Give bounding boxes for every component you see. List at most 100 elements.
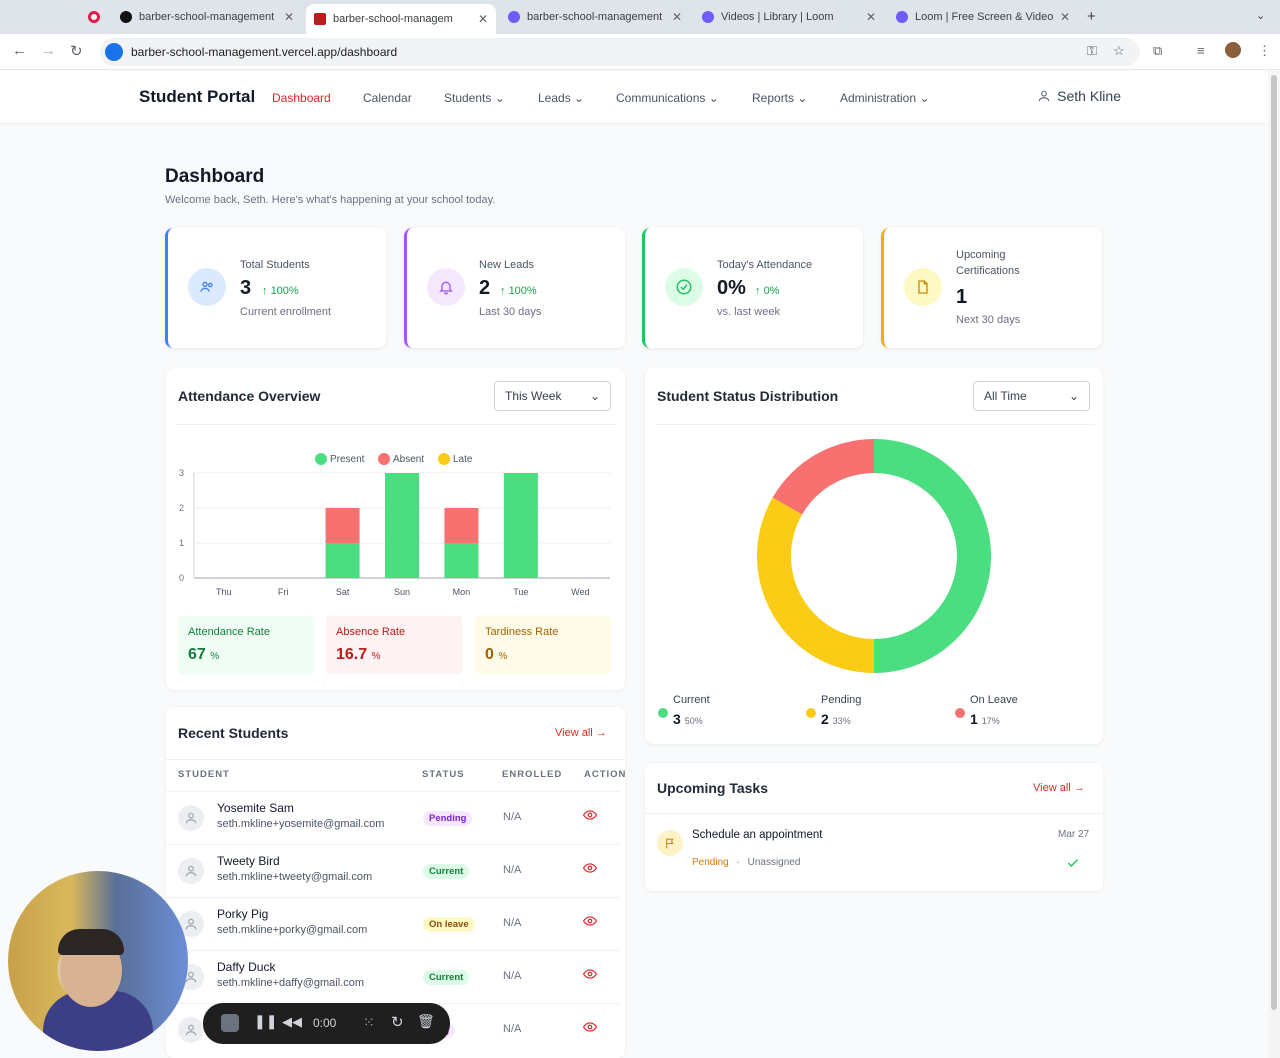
rewind-icon[interactable]: ◀◀	[282, 1014, 302, 1029]
complete-check-icon[interactable]	[1066, 856, 1080, 870]
status-distribution-title: Student Status Distribution	[657, 388, 839, 404]
arrow-up-icon: ↑	[262, 285, 268, 297]
close-icon[interactable]: ✕	[865, 10, 876, 24]
status-range-select[interactable]: All Time ⌄	[973, 381, 1090, 411]
tab-search-icon[interactable]: ⌄	[1256, 10, 1266, 22]
eye-icon[interactable]	[583, 808, 597, 822]
nav-calendar[interactable]: Calendar	[363, 91, 412, 105]
eye-icon[interactable]	[583, 967, 597, 981]
extensions-icon[interactable]: ⧉	[1153, 43, 1163, 58]
status-legend-pending: Pending 2 33%	[806, 694, 861, 727]
col-student: STUDENT	[178, 769, 230, 780]
tab-5[interactable]: Loom | Free Screen & Video R ✕	[888, 4, 1078, 30]
flag-icon	[657, 830, 683, 856]
webcam-bubble[interactable]	[8, 871, 188, 1051]
app-header: Student Portal Dashboard Calendar Studen…	[0, 71, 1268, 124]
x-tick-label: Sat	[336, 587, 350, 597]
address-bar[interactable]: barber-school-management.vercel.app/dash…	[100, 38, 1140, 66]
table-row[interactable]: Yosemite Sam seth.mkline+yosemite@gmail.…	[166, 791, 620, 844]
legend-present: Present	[315, 453, 364, 465]
page-scrollbar[interactable]	[1268, 71, 1280, 1058]
nav-students[interactable]: Students ⌄	[444, 91, 505, 105]
x-tick-label: Fri	[278, 587, 289, 597]
trash-icon[interactable]: 🗑	[417, 1013, 435, 1029]
nav-dashboard[interactable]: Dashboard	[272, 91, 331, 105]
pause-icon[interactable]: ❚❚	[254, 1013, 278, 1029]
bar-present	[503, 473, 538, 578]
donut-slice-pending	[757, 497, 874, 673]
donut-slice-on-leave	[772, 439, 874, 515]
chevron-down-icon: ⌄	[919, 91, 930, 105]
attendance-title: Attendance Overview	[178, 388, 321, 404]
arrow-up-icon: ↑	[755, 285, 761, 297]
recent-students-title: Recent Students	[178, 725, 289, 741]
y-tick-label: 1	[179, 538, 184, 548]
nav-reports[interactable]: Reports ⌄	[752, 91, 808, 105]
user-icon	[1038, 90, 1050, 102]
bell-icon	[427, 268, 465, 306]
table-row[interactable]: Tweety Bird seth.mkline+tweety@gmail.com…	[166, 844, 620, 897]
back-icon[interactable]: ←	[12, 42, 27, 59]
close-icon[interactable]: ✕	[1059, 10, 1070, 24]
y-tick-label: 0	[179, 573, 184, 583]
stop-icon[interactable]	[221, 1014, 239, 1032]
user-menu[interactable]: Seth Kline	[1037, 88, 1121, 104]
bar-absent	[325, 508, 360, 543]
x-tick-label: Thu	[216, 587, 232, 597]
task-title[interactable]: Schedule an appointment	[692, 829, 823, 841]
close-icon[interactable]: ✕	[477, 12, 488, 26]
nav-leads[interactable]: Leads ⌄	[538, 91, 585, 105]
attendance-range-select[interactable]: This Week ⌄	[494, 381, 611, 411]
col-status: STATUS	[422, 769, 465, 780]
tab-recording[interactable]	[80, 4, 106, 30]
record-icon	[88, 11, 100, 23]
avatar	[178, 858, 204, 884]
page-title: Dashboard	[165, 166, 265, 187]
new-tab-icon[interactable]: +	[1087, 8, 1096, 25]
stat-card-attendance: Today's Attendance 0% ↑ 0% vs. last week	[642, 228, 863, 348]
table-row[interactable]: Porky Pig seth.mkline+porky@gmail.com On…	[166, 897, 620, 950]
tab-2-active[interactable]: barber-school-managem ✕	[306, 4, 496, 34]
x-tick-label: Wed	[571, 587, 589, 597]
users-icon	[188, 268, 226, 306]
bookmark-star-icon[interactable]: ☆	[1113, 43, 1125, 58]
y-tick-label: 3	[179, 468, 184, 478]
brand[interactable]: Student Portal	[139, 87, 256, 106]
close-icon[interactable]: ✕	[283, 10, 294, 24]
forward-icon[interactable]: →	[41, 42, 56, 59]
tab-1[interactable]: barber-school-management ✕	[112, 4, 302, 30]
recent-students-view-all[interactable]: View all →	[555, 727, 607, 739]
loom-icon	[508, 11, 520, 23]
loom-icon	[702, 11, 714, 23]
tab-4[interactable]: Videos | Library | Loom ✕	[694, 4, 884, 30]
table-row[interactable]: Daffy Duck seth.mkline+daffy@gmail.com C…	[166, 950, 620, 1003]
grid-icon[interactable]: ⁙	[363, 1014, 375, 1030]
task-meta: Pending · Unassigned	[692, 857, 801, 868]
eye-icon[interactable]	[583, 914, 597, 928]
tab-3[interactable]: barber-school-management ✕	[500, 4, 690, 30]
site-info-icon[interactable]	[105, 43, 123, 61]
recent-students-card	[166, 707, 625, 1058]
absence-rate-card: Absence Rate 16.7 %	[326, 616, 462, 674]
x-tick-label: Mon	[453, 587, 471, 597]
status-legend-current: Current 3 50%	[658, 694, 710, 727]
eye-icon[interactable]	[583, 1020, 597, 1034]
task-date: Mar 27	[1058, 829, 1090, 840]
chevron-down-icon: ⌄	[494, 91, 505, 105]
stat-card-certifications: Upcoming Certifications 1 Next 30 days	[881, 228, 1102, 348]
tasks-view-all[interactable]: View all →	[1033, 782, 1085, 794]
bar-present	[444, 543, 479, 578]
profile-avatar[interactable]	[1225, 42, 1241, 58]
menu-icon[interactable]: ⋮	[1258, 43, 1271, 58]
chevron-down-icon: ⌄	[708, 91, 719, 105]
tardiness-rate-card: Tardiness Rate 0 %	[475, 616, 611, 674]
media-icon[interactable]: ≡	[1197, 43, 1205, 58]
close-icon[interactable]: ✕	[671, 10, 682, 24]
nav-communications[interactable]: Communications ⌄	[616, 91, 719, 105]
reload-icon[interactable]: ↻	[70, 43, 83, 60]
password-key-icon[interactable]: ⚿	[1087, 43, 1097, 58]
restart-icon[interactable]: ↻	[391, 1014, 404, 1031]
eye-icon[interactable]	[583, 861, 597, 875]
nav-administration[interactable]: Administration ⌄	[840, 91, 930, 105]
status-badge: Pending	[423, 811, 473, 826]
